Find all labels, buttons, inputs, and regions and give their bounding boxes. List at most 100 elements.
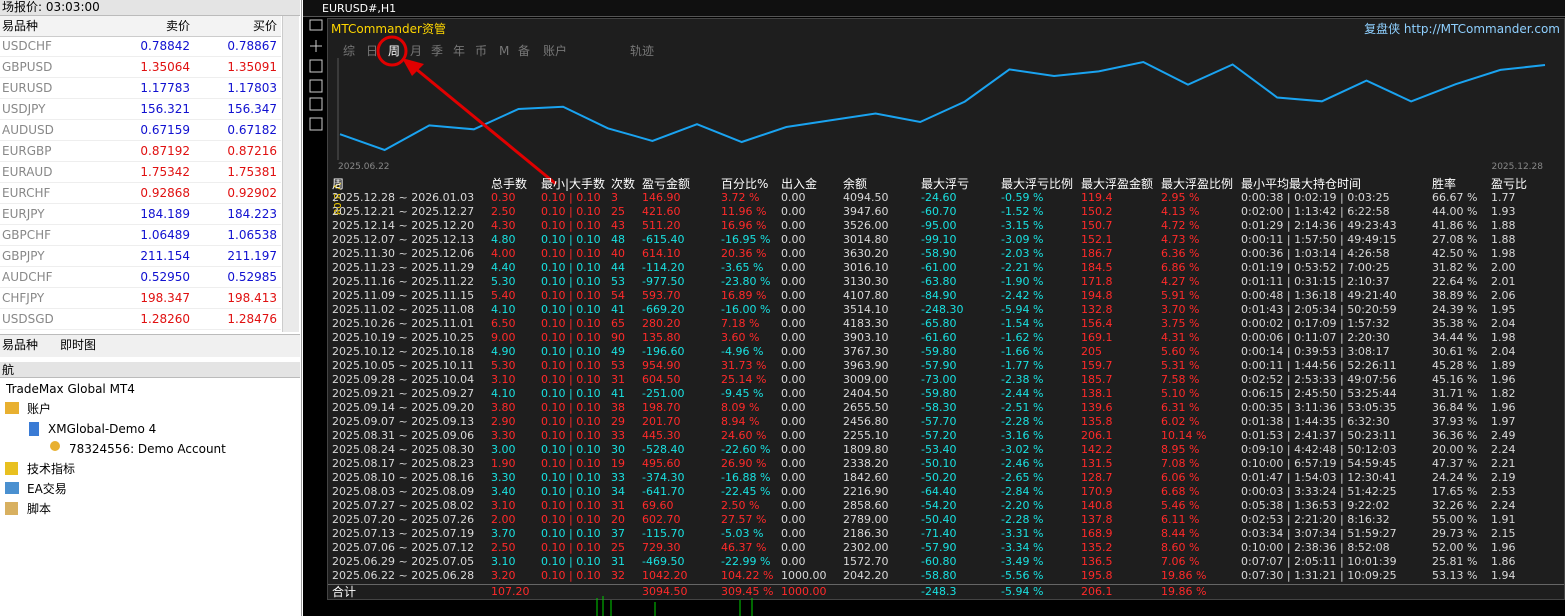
table-cell: 171.8: [1081, 275, 1113, 289]
tab[interactable]: 备: [518, 44, 530, 58]
table-cell: 4094.50: [843, 191, 889, 205]
table-cell: 31.82 %: [1432, 261, 1477, 275]
table-cell: -2.65 %: [1001, 471, 1043, 485]
table-cell: 0.00: [781, 415, 806, 429]
table-cell: 2.06: [1491, 289, 1516, 303]
table-cell: -71.40: [921, 527, 956, 541]
table-cell: -57.70: [921, 415, 956, 429]
table-cell: 4.31 %: [1161, 331, 1199, 345]
table-cell: 2025.08.31 ~ 2025.09.06: [332, 429, 474, 443]
table-cell: 2186.30: [843, 527, 889, 541]
table-cell: -248.30: [921, 303, 963, 317]
table-cell: 1.89: [1491, 359, 1516, 373]
bid: 1.35064: [110, 60, 190, 74]
table-cell: 2025.10.12 ~ 2025.10.18: [332, 345, 474, 359]
table-cell: -2.51 %: [1001, 401, 1043, 415]
bid: 1.28260: [110, 312, 190, 326]
table-cell: 53: [611, 359, 625, 373]
table-cell: 0.00: [781, 555, 806, 569]
tab[interactable]: 月: [410, 44, 422, 58]
table-cell: 1842.60: [843, 471, 889, 485]
table-cell: 6.06 %: [1161, 471, 1199, 485]
table-cell: 6.31 %: [1161, 401, 1199, 415]
table-cell: 0.10 | 0.10: [541, 485, 601, 499]
table-cell: 31.73 %: [721, 359, 766, 373]
table-cell: 0.00: [781, 331, 806, 345]
table-cell: 5.91 %: [1161, 289, 1199, 303]
tab[interactable]: 周: [388, 44, 400, 58]
table-cell: -1.54 %: [1001, 317, 1043, 331]
balance-curve: [340, 62, 1545, 150]
tab[interactable]: 币: [475, 44, 487, 58]
table-cell: -16.95 %: [721, 233, 770, 247]
table-cell: 0:02:00 | 1:13:42 | 6:22:58: [1241, 205, 1390, 219]
table-cell: 0.00: [781, 191, 806, 205]
table-cell: -64.40: [921, 485, 956, 499]
tab[interactable]: 季: [431, 44, 443, 58]
tab[interactable]: 年: [453, 44, 465, 58]
table-cell: 47.37 %: [1432, 457, 1477, 471]
table-cell: -3.02 %: [1001, 443, 1043, 457]
tab[interactable]: 综: [343, 44, 355, 58]
table-cell: -61.60: [921, 331, 956, 345]
table-cell: 4.40: [491, 261, 516, 275]
table-cell: 4.27 %: [1161, 275, 1199, 289]
table-cell: -3.15 %: [1001, 219, 1043, 233]
table-cell: 2.50: [491, 205, 516, 219]
table-cell: 0.00: [781, 261, 806, 275]
table-cell: -669.20: [642, 303, 684, 317]
table-cell: 4.00: [491, 247, 516, 261]
table-cell: -3.34 %: [1001, 541, 1043, 555]
table-cell: 186.7: [1081, 247, 1113, 261]
table-cell: 201.70: [642, 415, 681, 429]
tree-item[interactable]: 技术指标: [27, 462, 75, 476]
ask: 1.17803: [197, 81, 277, 95]
tree-item[interactable]: EA交易: [27, 482, 67, 496]
table-header: 盈亏金额: [642, 177, 690, 191]
symbol: AUDUSD: [2, 123, 54, 137]
tree-item[interactable]: 脚本: [27, 502, 51, 516]
table-cell: 2025.09.14 ~ 2025.09.20: [332, 401, 474, 415]
tree-item[interactable]: 78324556: Demo Account: [69, 442, 226, 456]
table-cell: 5.31 %: [1161, 359, 1199, 373]
table-cell: 604.50: [642, 373, 681, 387]
tab[interactable]: 轨迹: [630, 44, 654, 58]
table-cell: 0:01:38 | 1:44:35 | 6:32:30: [1241, 415, 1390, 429]
symbol: GBPUSD: [2, 60, 52, 74]
table-cell: 2025.11.23 ~ 2025.11.29: [332, 261, 474, 275]
table-cell: 280.20: [642, 317, 681, 331]
tab[interactable]: 日: [366, 44, 378, 58]
table-cell: 2.90: [491, 415, 516, 429]
tab[interactable]: M: [499, 44, 509, 58]
table-cell: 0.00: [781, 387, 806, 401]
table-cell: 131.5: [1081, 457, 1113, 471]
table-cell: -528.40: [642, 443, 684, 457]
table-cell: 31.71 %: [1432, 387, 1477, 401]
table-cell: 3.10: [491, 499, 516, 513]
table-cell: -3.16 %: [1001, 429, 1043, 443]
table-cell: -977.50: [642, 275, 684, 289]
tab[interactable]: 易品种: [2, 338, 38, 352]
table-cell: -16.88 %: [721, 471, 770, 485]
tab[interactable]: 即时图: [60, 338, 96, 352]
table-cell: 44.00 %: [1432, 205, 1477, 219]
tab[interactable]: 账户: [543, 44, 567, 58]
table-cell: -5.56 %: [1001, 569, 1043, 583]
table-cell: 195.8: [1081, 569, 1113, 583]
table-cell: 6.86 %: [1161, 261, 1199, 275]
table-cell: 5.10 %: [1161, 387, 1199, 401]
table-cell: 1809.80: [843, 443, 889, 457]
table-cell: 0.00: [781, 317, 806, 331]
table-cell: 0:01:47 | 1:54:03 | 12:30:41: [1241, 471, 1397, 485]
tree-item[interactable]: TradeMax Global MT4: [6, 382, 135, 396]
tree-item[interactable]: 账户: [27, 402, 51, 416]
tree-item[interactable]: XMGlobal-Demo 4: [48, 422, 156, 436]
table-cell: 3.72 %: [721, 191, 759, 205]
table-cell: 19: [611, 457, 625, 471]
symbol: EURCHF: [2, 186, 50, 200]
table-cell: 2338.20: [843, 457, 889, 471]
table-cell: 135.80: [642, 331, 681, 345]
panel-title: 航: [2, 363, 14, 377]
table-cell: 3.30: [491, 429, 516, 443]
table-cell: 49: [611, 345, 625, 359]
